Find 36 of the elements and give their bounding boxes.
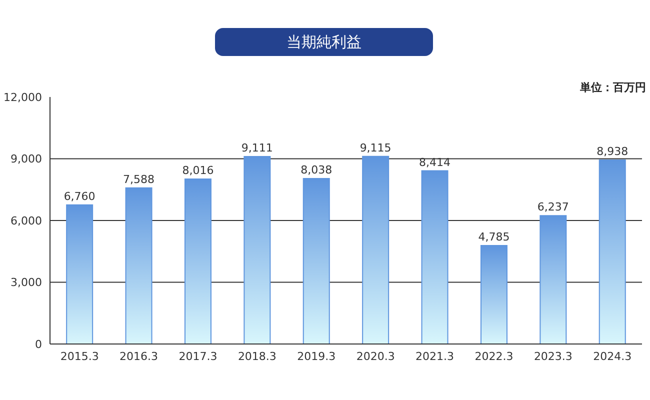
- x-tick-label: 2017.3: [178, 350, 218, 363]
- bar: [302, 178, 330, 344]
- y-tick-label: 6,000: [10, 214, 42, 228]
- data-label: 8,938: [596, 145, 628, 158]
- data-label: 9,115: [360, 141, 392, 154]
- data-label: 4,785: [478, 230, 510, 244]
- x-tick-label: 2023.3: [534, 350, 572, 363]
- y-tick-label: 12,000: [4, 90, 42, 104]
- x-tick-label: 2020.3: [356, 350, 395, 363]
- x-tick-label: 2022.3: [474, 350, 514, 363]
- x-tick-label: 2015.3: [60, 350, 99, 363]
- data-label: 9,111: [241, 141, 273, 154]
- bar: [540, 215, 567, 344]
- x-tick-label: 2016.3: [120, 350, 158, 363]
- bar: [125, 187, 152, 344]
- bar: [480, 245, 508, 344]
- data-label: 7,588: [123, 172, 155, 186]
- bar: [421, 170, 448, 344]
- text: 単位：百万円: [580, 80, 646, 95]
- data-label: 6,760: [64, 190, 96, 203]
- x-tick-label: 2021.3: [416, 350, 454, 363]
- bar: [66, 204, 94, 344]
- data-label: 8,016: [182, 164, 214, 178]
- y-tick-label: 9,000: [10, 152, 42, 166]
- bar: [598, 160, 626, 344]
- x-tick-label: 2024.3: [593, 350, 632, 363]
- x-tick-label: 2018.3: [238, 350, 276, 363]
- y-tick-label: 3,000: [10, 276, 42, 290]
- x-tick-label: 2019.3: [297, 350, 336, 363]
- data-label: 6,237: [537, 200, 569, 214]
- chart-title: 当期純利益: [215, 28, 433, 56]
- data-label: 8,038: [300, 164, 332, 177]
- y-tick-label: 0: [35, 338, 42, 351]
- bar: [244, 156, 271, 344]
- bar: [184, 178, 212, 344]
- bar: [362, 156, 390, 344]
